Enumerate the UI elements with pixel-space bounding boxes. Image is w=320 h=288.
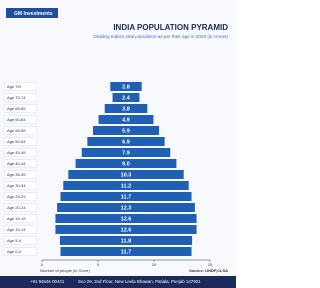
bar: [75, 159, 177, 168]
source: Source: UNDP,CLSA: [189, 268, 228, 273]
value-label: 9.0: [122, 161, 130, 167]
bar: [92, 126, 160, 135]
y-tick-label: Age 50-54: [7, 139, 26, 144]
value-label: 11.7: [121, 249, 131, 255]
y-tick-label: Age 15-19: [7, 216, 26, 221]
value-label: 3.8: [122, 106, 130, 112]
x-tick-label: 0: [41, 262, 44, 267]
bar: [60, 247, 192, 256]
infographic: GM Investments INDIA POPULATION PYRAMID …: [0, 8, 236, 288]
y-tick-label: Age 20-24: [7, 205, 26, 210]
y-tick-label: Age 60-64: [7, 117, 26, 122]
footer-address: Sco 29, 2nd Floor, New Leela Bhawan, Pat…: [78, 279, 201, 284]
brand: GM Investments: [14, 11, 53, 17]
y-tick-label: Age 0-4: [7, 249, 22, 254]
category-box: [3, 225, 37, 234]
x-tick-label: 10: [152, 262, 157, 267]
value-label: 12.6: [121, 216, 132, 222]
bar: [60, 192, 192, 201]
category-box: [3, 236, 37, 245]
x-axis-label: Number of people (in Crore): [40, 268, 90, 273]
y-tick-label: Age 30-34: [7, 183, 26, 188]
value-label: 2.4: [122, 95, 131, 101]
value-label: 11.8: [121, 238, 131, 244]
bar: [63, 181, 189, 190]
category-box: [3, 82, 37, 91]
bar: [81, 148, 171, 157]
y-tick-label: Age 70-74: [7, 95, 26, 100]
bar: [112, 93, 140, 102]
value-label: 10.3: [121, 172, 132, 178]
y-tick-label: Age 5-9: [7, 238, 22, 243]
bar: [87, 137, 165, 146]
category-box: [3, 148, 37, 157]
value-label: 12.3: [121, 205, 132, 211]
y-tick-label: Age 65-69: [7, 106, 26, 111]
y-tick-label: Age 55-59: [7, 128, 26, 133]
value-label: 12.6: [121, 227, 132, 233]
bar: [110, 82, 142, 91]
y-tick-label: Age 10-14: [7, 227, 26, 232]
category-box: [3, 93, 37, 102]
bar: [59, 236, 193, 245]
y-tick-label: Age 25-29: [7, 194, 26, 199]
bar: [55, 225, 197, 234]
y-tick-label: Age 75+: [7, 84, 23, 89]
bar: [55, 214, 197, 223]
bar: [68, 170, 184, 179]
x-tick-label: 15: [208, 262, 213, 267]
brand-box: [6, 8, 58, 18]
value-label: 7.9: [122, 150, 130, 156]
value-label: 6.9: [122, 139, 130, 145]
category-box: [3, 159, 37, 168]
value-label: 5.9: [122, 128, 130, 134]
y-tick-label: Age 45-49: [7, 150, 26, 155]
category-box: [3, 192, 37, 201]
category-box: [3, 247, 37, 256]
x-tick-label: 5: [97, 262, 100, 267]
category-box: [3, 137, 37, 146]
category-box: [3, 181, 37, 190]
bar: [57, 203, 195, 212]
category-box: [3, 104, 37, 113]
chart-subtitle: Dividing India's total population as per…: [93, 34, 228, 39]
category-box: [3, 214, 37, 223]
bar: [98, 115, 154, 124]
value-label: 11.2: [121, 183, 131, 189]
value-label: 11.7: [121, 194, 131, 200]
footer-bar: [0, 276, 236, 288]
category-box: [3, 115, 37, 124]
category-box: [3, 126, 37, 135]
bar: [104, 104, 148, 113]
category-box: [3, 170, 37, 179]
value-label: 4.9: [122, 117, 130, 123]
footer-phone: +91 94646 00441: [30, 279, 65, 284]
y-tick-label: Age 40-44: [7, 161, 26, 166]
chart-title: INDIA POPULATION PYRAMID: [113, 23, 228, 32]
value-label: 2.8: [122, 84, 130, 90]
y-tick-label: Age 35-39: [7, 172, 26, 177]
category-box: [3, 203, 37, 212]
